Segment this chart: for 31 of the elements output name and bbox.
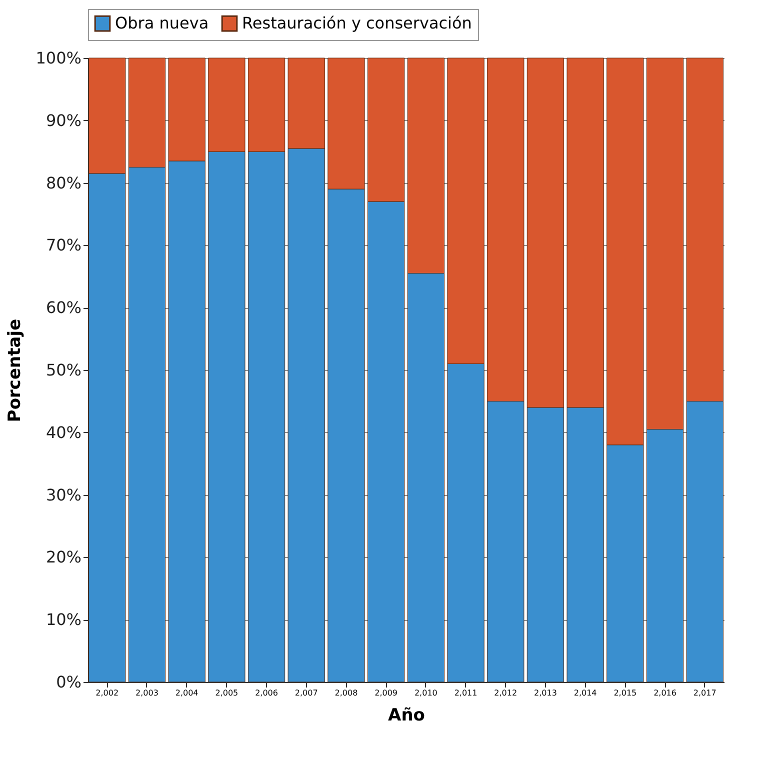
y-tick-label: 70% xyxy=(46,236,82,255)
y-tick-label: 20% xyxy=(46,548,82,567)
legend-label: Restauración y conservación xyxy=(242,14,472,33)
x-tick-label: 2,015 xyxy=(614,688,637,698)
y-tick-label: 30% xyxy=(46,485,82,504)
x-tick-label: 2,011 xyxy=(454,688,478,698)
x-tick-label: 2,016 xyxy=(654,688,676,698)
x-tick-label: 2,005 xyxy=(215,688,238,698)
y-tick-label: 50% xyxy=(46,360,82,380)
y-tick-label: 10% xyxy=(46,610,82,630)
x-tick-label: 2,007 xyxy=(294,688,318,698)
y-tick-label: 80% xyxy=(46,173,82,192)
x-tick-label: 2,003 xyxy=(136,688,158,698)
y-tick-label: 40% xyxy=(46,422,82,442)
y-tick-label: 90% xyxy=(46,110,82,130)
x-tick-label: 2,002 xyxy=(96,688,119,698)
x-tick-label: 2,014 xyxy=(574,688,597,698)
x-tick-label: 2,013 xyxy=(534,688,557,698)
y-tick-label: 100% xyxy=(36,48,82,68)
y-axis-title: Porcentaje xyxy=(4,318,25,422)
legend-label: Obra nueva xyxy=(115,14,209,33)
x-axis-title: Año xyxy=(388,706,425,726)
x-tick-label: 2,009 xyxy=(374,688,398,698)
x-tick-label: 2,012 xyxy=(494,688,518,698)
x-tick-label: 2,017 xyxy=(693,688,716,698)
x-tick-label: 2,006 xyxy=(255,688,278,698)
x-tick-label: 2,008 xyxy=(334,688,358,698)
y-tick-label: 60% xyxy=(46,298,82,318)
y-tick-label: 0% xyxy=(56,672,82,692)
x-tick-label: 2,010 xyxy=(414,688,438,698)
x-tick-label: 2,004 xyxy=(175,688,198,698)
